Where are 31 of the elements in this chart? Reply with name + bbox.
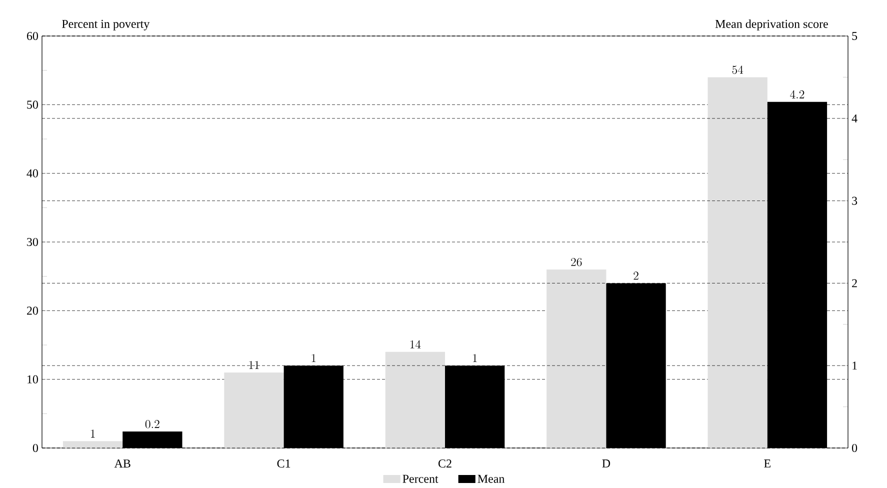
data-label: 0.2 <box>145 420 160 428</box>
x-tick-label: AB <box>114 460 130 468</box>
y-axis-title: Percent in poverty <box>62 20 150 30</box>
y-tick-label: 0 <box>32 444 38 452</box>
data-label: 2 <box>634 272 638 280</box>
y-tick-label: 20 <box>27 306 38 315</box>
y2-tick-label: 3 <box>852 196 858 205</box>
y2-tick-label: 0 <box>852 444 858 452</box>
y-tick-label: 50 <box>27 100 38 109</box>
y-tick-label: 40 <box>26 169 38 178</box>
data-label: 1 <box>472 354 477 362</box>
x-tick-label: C2 <box>438 460 452 468</box>
data-label: 14 <box>410 340 421 348</box>
y2-axis-title: Mean deprivation score <box>715 20 828 30</box>
y-tick-label: 10 <box>28 375 38 384</box>
data-label: 4.2 <box>790 90 804 98</box>
y2-tick-label: 4 <box>852 114 858 122</box>
y-tick-label: 60 <box>26 32 38 40</box>
data-label: 54 <box>732 66 744 74</box>
y2-tick-label: 1 <box>852 362 857 370</box>
data-label: 1 <box>312 354 316 362</box>
y2-tick-label: 5 <box>852 32 858 40</box>
x-tick-label: E <box>764 460 770 468</box>
x-tick-label: D <box>602 460 610 468</box>
y2-tick-label: 2 <box>852 279 857 288</box>
data-label: 1 <box>90 430 95 438</box>
legend-label: Percent <box>402 474 438 483</box>
data-label: 26 <box>571 258 582 266</box>
y-tick-label: 30 <box>27 238 38 246</box>
legend-label: Mean <box>478 474 505 483</box>
x-tick-label: C1 <box>277 460 290 468</box>
